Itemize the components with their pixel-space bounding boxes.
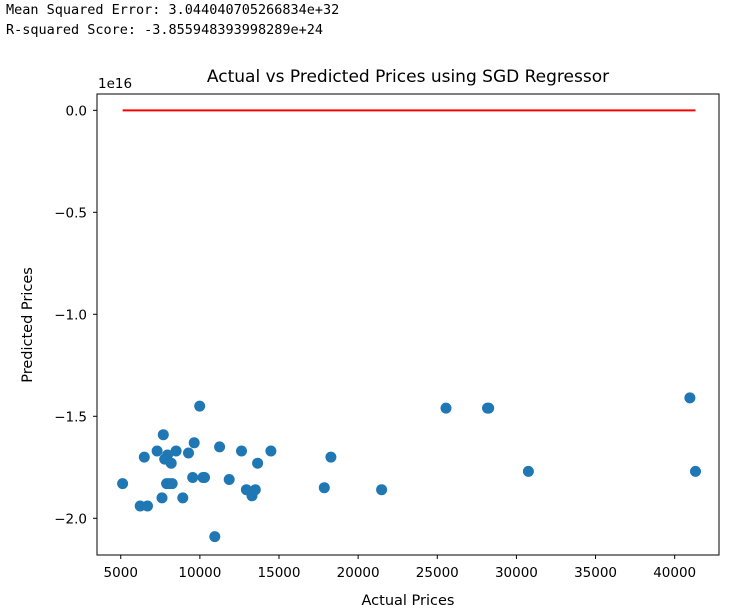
- data-point: [199, 472, 210, 483]
- chart-title: Actual vs Predicted Prices using SGD Reg…: [207, 67, 609, 87]
- x-tick-label: 35000: [574, 565, 617, 581]
- data-point: [325, 451, 337, 463]
- data-point: [151, 445, 163, 457]
- data-point: [236, 445, 247, 457]
- data-point: [187, 472, 199, 483]
- data-point: [223, 474, 235, 485]
- data-point: [170, 445, 182, 457]
- data-point: [142, 500, 153, 512]
- r2-output-line: R-squared Score: -3.855948393998289e+24: [6, 22, 323, 38]
- plot-area: [117, 109, 701, 543]
- data-point: [376, 484, 388, 496]
- y-offset-label: 1e16: [98, 76, 132, 92]
- console-output: Mean Squared Error: 3.044040705266834e+3…: [6, 0, 339, 40]
- data-point: [522, 465, 534, 477]
- x-tick-label: 5000: [104, 565, 138, 581]
- x-tick-label: 20000: [337, 565, 380, 581]
- data-point: [684, 392, 696, 404]
- data-point: [183, 447, 194, 459]
- x-tick-label: 25000: [416, 565, 459, 581]
- data-point: [214, 441, 226, 453]
- data-point: [440, 402, 452, 414]
- x-tick-label: 15000: [258, 565, 301, 581]
- data-point: [249, 484, 261, 496]
- data-point: [483, 402, 495, 414]
- y-tick-label: −0.5: [54, 205, 87, 221]
- y-tick-label: −2.0: [54, 511, 87, 527]
- data-point: [188, 437, 200, 449]
- data-point: [265, 445, 277, 457]
- x-tick-label: 30000: [495, 565, 538, 581]
- plot-frame: [96, 93, 720, 556]
- data-point: [157, 429, 169, 441]
- y-tick-label: −1.0: [54, 307, 87, 323]
- x-tick-label: 40000: [653, 565, 696, 581]
- data-point: [138, 451, 150, 463]
- x-axis-label: Actual Prices: [362, 593, 455, 609]
- data-point: [177, 492, 189, 504]
- y-tick-label: 0.0: [66, 103, 87, 119]
- data-point: [166, 478, 178, 490]
- data-point: [156, 492, 168, 504]
- data-point: [165, 457, 177, 469]
- x-tick-label: 10000: [178, 565, 221, 581]
- y-axis-label: Predicted Prices: [20, 267, 36, 383]
- data-point: [209, 531, 221, 543]
- data-point: [318, 482, 330, 494]
- mse-output-line: Mean Squared Error: 3.044040705266834e+3…: [6, 2, 340, 18]
- y-tick-label: −1.5: [54, 409, 87, 425]
- data-point: [162, 449, 173, 461]
- data-point: [117, 478, 129, 490]
- data-point: [690, 465, 701, 477]
- data-point: [194, 400, 206, 412]
- data-point: [252, 457, 264, 469]
- axes: 5000 10000 15000 20000 25000 30000 35000 40000 0…: [54, 103, 696, 581]
